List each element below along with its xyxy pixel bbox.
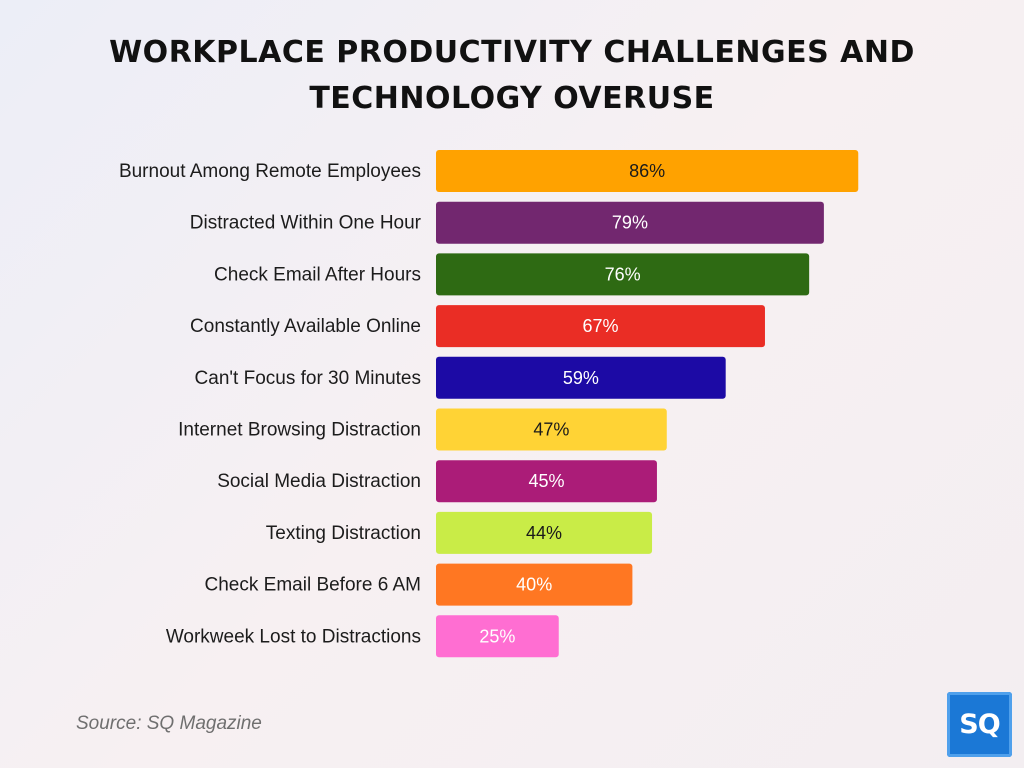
value-label: 45% <box>528 471 564 491</box>
chart-title-line-2: TECHNOLOGY OVERUSE <box>309 81 715 116</box>
bar <box>436 511 653 554</box>
category-label: Can't Focus for 30 Minutes <box>195 368 421 389</box>
bar <box>436 253 810 296</box>
value-label: 44% <box>526 523 562 543</box>
sq-logo: SQ <box>947 692 1012 757</box>
value-label: 25% <box>479 626 515 646</box>
value-label: 76% <box>605 264 641 284</box>
category-label: Burnout Among Remote Employees <box>119 161 421 182</box>
category-label: Internet Browsing Distraction <box>178 420 421 441</box>
category-label: Check Email After Hours <box>214 264 421 285</box>
category-label: Check Email Before 6 AM <box>205 575 421 596</box>
bar <box>436 615 559 658</box>
chart-title: WORKPLACE PRODUCTIVITY CHALLENGES AND TE… <box>0 30 1024 122</box>
source-note: Source: SQ Magazine <box>76 713 262 734</box>
value-label: 47% <box>533 420 569 440</box>
chart-title-line-1: WORKPLACE PRODUCTIVITY CHALLENGES AND <box>109 35 915 70</box>
bar <box>436 305 765 348</box>
value-label: 59% <box>563 368 599 388</box>
bar <box>436 460 657 503</box>
bar <box>436 408 667 451</box>
bar <box>436 201 824 244</box>
sq-logo-text: SQ <box>959 709 1000 740</box>
bar <box>436 356 726 399</box>
category-label: Social Media Distraction <box>217 471 421 492</box>
bar-chart: Burnout Among Remote Employees 86% Distrac… <box>119 150 859 658</box>
category-label: Workweek Lost to Distractions <box>166 626 421 647</box>
category-label: Constantly Available Online <box>190 316 421 337</box>
value-label: 40% <box>516 575 552 595</box>
category-label: Distracted Within One Hour <box>190 213 422 234</box>
value-label: 67% <box>582 316 618 336</box>
value-label: 79% <box>612 213 648 233</box>
bar <box>436 150 859 192</box>
category-label: Texting Distraction <box>266 523 421 544</box>
value-label: 86% <box>629 161 665 181</box>
bar <box>436 563 633 606</box>
